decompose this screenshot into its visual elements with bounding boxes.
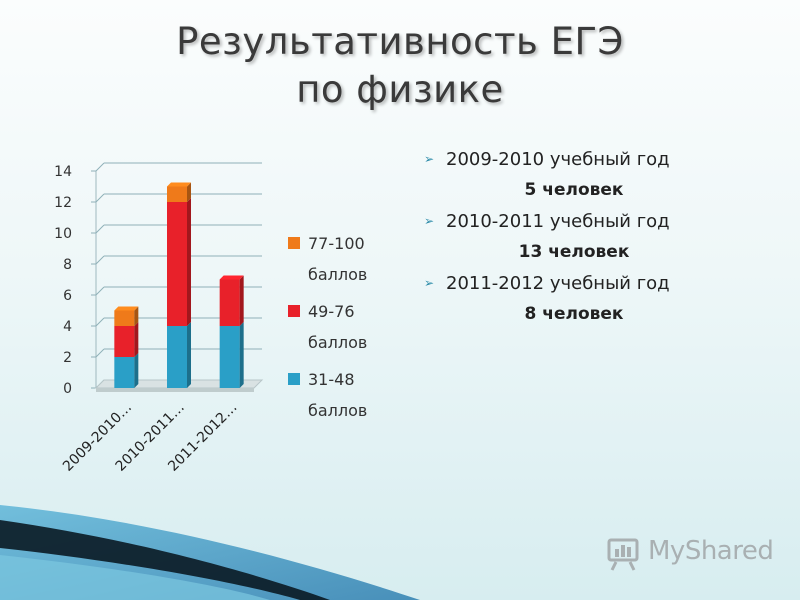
legend-item-77-100: 77-100 баллов (288, 228, 408, 290)
bar-segment (219, 275, 244, 326)
bar-top-cap (219, 275, 244, 280)
legend-swatch-31-48 (288, 373, 300, 385)
bar-segment-side (187, 198, 191, 326)
info-list: ➢ 2009-2010 учебный год 5 человек ➢ 2010-2… (424, 144, 764, 330)
bar-segment-side (187, 182, 191, 202)
arrow-bullet-icon: ➢ (424, 214, 435, 228)
gridline-diag (95, 193, 105, 203)
gridline-diag (95, 317, 105, 327)
decor-wave-dark (0, 520, 330, 600)
chart-bars (114, 182, 244, 388)
gridline-diag (95, 286, 105, 296)
bar-segment-side (239, 322, 244, 388)
stacked-bar-chart: 0 2 4 6 8 10 12 14 2009-2010…2010-2011…2011-201… (54, 162, 264, 475)
info-year-2011-2012: ➢ 2011-2012 учебный год (424, 268, 764, 299)
bar-segment (114, 306, 139, 326)
chart-y-ticks: 0 2 4 6 8 10 12 14 (54, 164, 72, 397)
gridline-diag (95, 255, 105, 265)
gridline-diag (95, 162, 105, 172)
info-year-text: 2009-2010 учебный год (446, 149, 670, 170)
bar-segment (114, 322, 139, 357)
bar-segment-side (134, 353, 139, 388)
bar-segment (167, 182, 191, 202)
legend-label-49-76: 49-76 баллов (308, 302, 368, 352)
bar-segment-front (167, 202, 187, 326)
y-tick-label: 4 (63, 319, 72, 335)
arrow-bullet-icon: ➢ (424, 276, 435, 290)
bar-segment (167, 198, 191, 326)
bar-top-cap (114, 306, 139, 311)
y-tick-label: 14 (54, 164, 72, 180)
bar-segment-side (187, 322, 191, 388)
y-tick-label: 8 (63, 257, 72, 273)
bar-segment-front (114, 326, 135, 357)
title-line-1: Результативность ЕГЭ (176, 20, 624, 63)
legend-item-49-76: 49-76 баллов (288, 296, 408, 358)
info-year-2010-2011: ➢ 2010-2011 учебный год (424, 206, 764, 237)
title-line-2: по физике (296, 68, 504, 111)
bar-top-cap (167, 182, 191, 187)
bar-segment-front (167, 186, 187, 202)
bar-segment-front (219, 326, 240, 388)
info-year-text: 2010-2011 учебный год (446, 211, 670, 232)
bar-segment (219, 322, 244, 388)
watermark-text: MyShared (648, 536, 774, 566)
info-year-2009-2010: ➢ 2009-2010 учебный год (424, 144, 764, 175)
legend-label-31-48: 31-48 баллов (308, 370, 368, 420)
gridline-diag (95, 224, 105, 234)
y-tick-label: 12 (54, 195, 72, 211)
bar-segment-side (134, 322, 139, 357)
legend-item-31-48: 31-48 баллов (288, 364, 408, 426)
bar-segment-front (114, 310, 135, 326)
info-year-text: 2011-2012 учебный год (446, 273, 670, 294)
myshared-logo-icon (607, 538, 639, 571)
bar-segment (167, 322, 191, 388)
bar-segment-front (114, 357, 135, 388)
bar-segment-side (239, 275, 244, 326)
y-tick-label: 2 (63, 350, 72, 366)
y-tick-label: 10 (54, 226, 72, 242)
bar-segment-front (167, 326, 187, 388)
bar-segment-front (219, 279, 240, 326)
legend-swatch-49-76 (288, 305, 300, 317)
arrow-bullet-icon: ➢ (424, 152, 435, 166)
chart-floor-front (96, 388, 254, 392)
bar-segment-side (134, 306, 139, 326)
bar-segment (114, 353, 139, 388)
slide-title: Результативность ЕГЭ по физике (90, 18, 710, 114)
info-count-2011-2012: 8 человек (524, 304, 624, 324)
info-count-2010-2011: 13 человек (518, 242, 630, 262)
decor-wave-light (0, 555, 270, 600)
y-tick-label: 6 (63, 288, 72, 304)
info-count-2009-2010: 5 человек (524, 180, 624, 200)
legend-swatch-77-100 (288, 237, 300, 249)
legend-label-77-100: 77-100 баллов (308, 234, 368, 284)
y-tick-label: 0 (63, 381, 72, 397)
chart-x-ticks: 2009-2010…2010-2011…2011-2012… (60, 400, 241, 475)
chart-legend: 77-100 баллов 49-76 баллов 31-48 баллов (288, 228, 408, 432)
gridline-diag (95, 348, 105, 358)
